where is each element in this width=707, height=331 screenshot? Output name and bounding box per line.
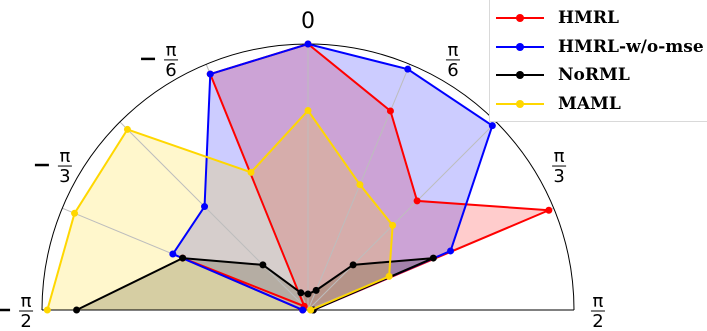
- legend-label: HMRL: [558, 8, 619, 28]
- legend-marker: [516, 100, 524, 108]
- legend-item-maml: MAML: [496, 92, 621, 116]
- legend-marker: [516, 43, 524, 51]
- tick-numerator: π: [593, 291, 604, 312]
- tick-numerator: π: [59, 146, 70, 167]
- series-point-2-4: [304, 290, 312, 298]
- series-point-3-6: [389, 221, 397, 229]
- theta-tick-label: 0: [301, 9, 315, 34]
- tick-numerator: π: [448, 40, 459, 61]
- tick-denominator: 6: [165, 60, 176, 81]
- series-point-0-6: [413, 197, 421, 205]
- tick-denominator: 2: [592, 311, 603, 331]
- series-point-3-8: [307, 306, 315, 314]
- tick-label-text: 0: [301, 9, 315, 34]
- series-lines: [43, 40, 553, 314]
- series-point-3-0: [43, 306, 51, 314]
- theta-tick-label: π3: [552, 146, 567, 187]
- series-point-3-2: [123, 125, 131, 133]
- series-point-0-5: [386, 107, 394, 115]
- tick-denominator: 3: [553, 166, 564, 187]
- series-point-1-5: [404, 65, 412, 73]
- legend: HMRL HMRL-w/o-mse NoRML MAML: [489, 0, 707, 122]
- series-point-2-1: [179, 254, 187, 262]
- theta-tick-label: π6: [141, 40, 179, 81]
- legend-marker: [516, 14, 524, 22]
- series-point-1-1: [169, 250, 177, 258]
- series-point-1-0: [299, 306, 307, 314]
- legend-item-hmrl: HMRL: [496, 6, 619, 30]
- tick-numerator: π: [554, 146, 565, 167]
- tick-numerator: π: [21, 291, 32, 312]
- legend-marker: [516, 71, 524, 79]
- series-point-2-6: [349, 261, 357, 269]
- series-point-0-7: [545, 206, 553, 214]
- series-point-2-3: [297, 289, 305, 297]
- tick-denominator: 6: [447, 60, 458, 81]
- series-point-3-4: [304, 107, 312, 114]
- series-point-3-7: [385, 272, 393, 280]
- legend-swatch: [496, 6, 544, 30]
- series-point-1-2: [201, 203, 209, 211]
- legend-swatch: [496, 35, 544, 59]
- theta-tick-label: π3: [34, 146, 72, 187]
- series-point-1-4: [304, 40, 312, 48]
- legend-item-hmrl-wo-mse: HMRL-w/o-mse: [496, 35, 704, 59]
- tick-numerator: π: [166, 40, 177, 61]
- series-fills: [47, 44, 549, 310]
- theta-tick-label: π2: [590, 291, 605, 331]
- series-fill-1: [172, 44, 493, 310]
- series-point-2-0: [73, 306, 81, 314]
- series-point-3-5: [356, 181, 364, 189]
- legend-swatch: [496, 92, 544, 116]
- series-point-2-2: [259, 261, 267, 269]
- series-point-2-7: [429, 254, 437, 262]
- series-point-1-3: [206, 70, 214, 78]
- series-point-2-5: [312, 286, 320, 294]
- tick-denominator: 2: [20, 311, 31, 331]
- series-point-3-3: [247, 168, 255, 176]
- legend-label: HMRL-w/o-mse: [558, 37, 704, 57]
- series-point-1-6: [488, 122, 496, 130]
- legend-item-norml: NoRML: [496, 63, 630, 87]
- series-fill-0: [182, 44, 549, 310]
- grid-spoke: [307, 121, 497, 311]
- series-point-1-7: [447, 247, 455, 255]
- legend-label: MAML: [558, 94, 621, 114]
- grid-spoke: [119, 121, 309, 311]
- tick-denominator: 3: [59, 166, 70, 187]
- theta-tick-label: π6: [445, 40, 460, 81]
- series-point-3-1: [71, 209, 79, 217]
- theta-tick-label: π2: [0, 291, 34, 331]
- legend-swatch: [496, 63, 544, 87]
- series-fill-3: [47, 110, 393, 310]
- legend-label: NoRML: [558, 65, 630, 85]
